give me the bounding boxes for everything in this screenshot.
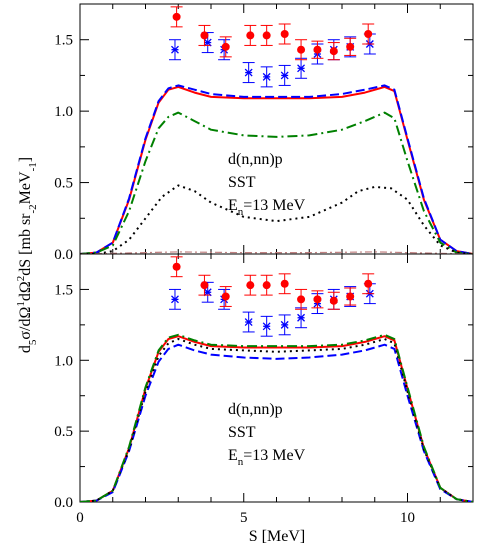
top-energy-symbol: E bbox=[228, 197, 238, 214]
bottom-circle-point bbox=[262, 281, 271, 290]
top-series-line-dashed bbox=[80, 84, 473, 254]
top-y-tick-label: 1.0 bbox=[54, 104, 73, 120]
top-circle-point bbox=[200, 31, 209, 40]
bottom-circle-point bbox=[246, 281, 255, 290]
top-reaction-label: d(n,nn)p bbox=[228, 151, 283, 168]
bottom-star-point bbox=[203, 288, 212, 297]
bottom-y-tick-label: 0.0 bbox=[54, 495, 73, 511]
bottom-panel: 0 5 10 0.0 0.5 1.0 1.5 d(n,nn)p SST En=13 MeV bbox=[54, 253, 474, 526]
top-star-point bbox=[203, 38, 212, 47]
top-circle-point bbox=[221, 42, 230, 51]
bottom-series-line-dashed bbox=[80, 343, 473, 502]
top-circle-point bbox=[364, 30, 373, 38]
bottom-plot-frame bbox=[79, 253, 474, 503]
bottom-star-point bbox=[297, 313, 306, 322]
bottom-star-point bbox=[262, 322, 271, 331]
top-energy-subscript: n bbox=[238, 206, 244, 218]
top-circle-point bbox=[297, 45, 306, 54]
bottom-star-point bbox=[280, 320, 289, 329]
bottom-energy-label: En=13 MeV bbox=[228, 447, 306, 468]
x-tick-label: 0 bbox=[76, 510, 84, 526]
top-circle-point bbox=[346, 42, 355, 51]
top-series-line-dash-dot-thin bbox=[80, 251, 473, 254]
bottom-circle-point bbox=[172, 262, 181, 271]
top-star-point bbox=[262, 72, 271, 81]
top-star-point bbox=[244, 68, 253, 77]
bottom-circle-point bbox=[346, 292, 355, 301]
top-circle-point bbox=[172, 12, 181, 21]
bottom-circle-point bbox=[297, 295, 306, 304]
top-circle-point bbox=[280, 30, 289, 38]
bottom-circle-point bbox=[364, 279, 373, 288]
top-series-line-dotted bbox=[80, 184, 473, 254]
bottom-circle-point bbox=[280, 279, 289, 288]
bottom-reaction-label: d(n,nn)p bbox=[228, 401, 283, 418]
bottom-circle-point bbox=[313, 295, 322, 304]
x-tick-label: 10 bbox=[400, 510, 415, 526]
top-y-tick-label: 1.5 bbox=[54, 33, 73, 49]
top-circle-point bbox=[329, 47, 338, 56]
top-panel: 0.0 0.5 1.0 1.5 d(n,nn)p SST En=13 MeV bbox=[54, 3, 474, 263]
top-series-line-dash-dot bbox=[80, 111, 473, 254]
top-config-label: SST bbox=[228, 174, 256, 191]
top-series-line-solid bbox=[80, 85, 473, 254]
top-star-point bbox=[171, 45, 179, 54]
bottom-series-line-dotted bbox=[80, 338, 473, 502]
top-circle-point bbox=[262, 31, 271, 40]
x-axis-title: S [MeV] bbox=[249, 528, 305, 545]
top-y-tick-label: 0.0 bbox=[54, 247, 73, 263]
bottom-energy-subscript: n bbox=[238, 456, 244, 468]
bottom-series-line-solid bbox=[80, 335, 473, 502]
top-circle-point bbox=[313, 45, 322, 54]
top-y-tick-label: 0.5 bbox=[54, 176, 73, 192]
bottom-star-point bbox=[244, 318, 253, 326]
bottom-energy-symbol: E bbox=[228, 447, 238, 464]
bottom-circle-point bbox=[221, 292, 230, 301]
bottom-star-point bbox=[171, 295, 179, 304]
top-circle-point bbox=[246, 31, 255, 40]
bottom-config-label: SST bbox=[228, 424, 256, 441]
bottom-y-tick-label: 1.5 bbox=[54, 282, 73, 298]
bottom-y-tick-label: 1.0 bbox=[54, 353, 73, 369]
bottom-circle-point bbox=[200, 281, 209, 290]
top-energy-value: =13 MeV bbox=[243, 197, 305, 214]
y-axis-title: d5σ/dΩ1dΩ2dS [mb sr-2MeV-1] bbox=[15, 157, 39, 353]
top-star-point bbox=[297, 64, 306, 73]
top-star-point bbox=[280, 71, 289, 80]
top-energy-label: En=13 MeV bbox=[228, 197, 306, 218]
top-plot-frame bbox=[79, 3, 474, 255]
bottom-energy-value: =13 MeV bbox=[243, 447, 305, 464]
x-tick-label: 5 bbox=[240, 510, 248, 526]
bottom-y-tick-label: 0.5 bbox=[54, 424, 73, 440]
bottom-circle-point bbox=[329, 296, 338, 305]
